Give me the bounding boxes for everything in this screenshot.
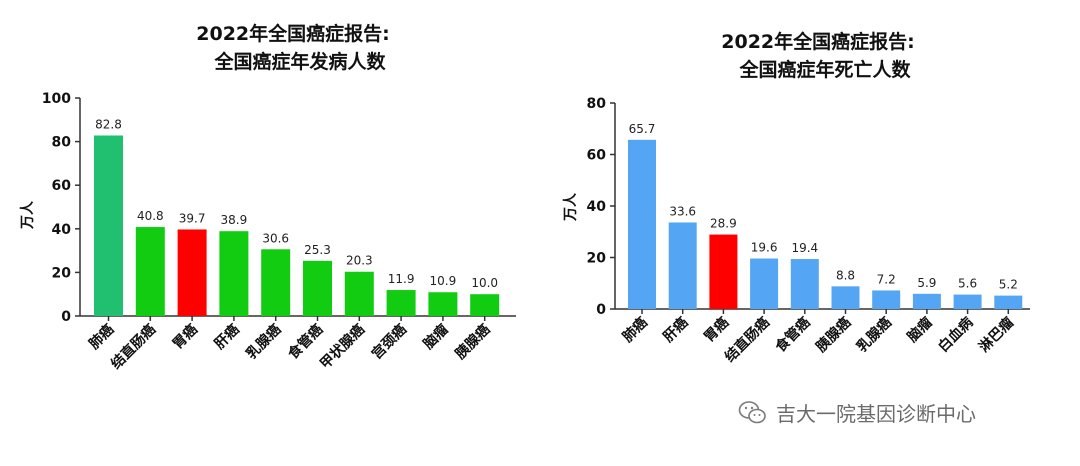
- data-label: 5.2: [999, 278, 1018, 292]
- data-label: 10.0: [471, 276, 498, 290]
- y-tick-label: 80: [587, 96, 607, 112]
- x-tick-label: 肺癌: [86, 321, 118, 353]
- watermark-text: 吉大一院基因诊断中心: [776, 402, 976, 426]
- y-tick-label: 20: [587, 251, 607, 267]
- x-tick-label: 食管癌: [285, 321, 327, 363]
- bar: [303, 260, 332, 316]
- chart-title: 2022年全国癌症报告:: [196, 22, 389, 45]
- bar: [831, 286, 860, 309]
- data-label: 33.6: [669, 204, 696, 218]
- x-tick-label: 淋巴瘤: [975, 314, 1017, 356]
- x-tick-label: 胰腺癌: [452, 321, 494, 363]
- bar: [428, 292, 458, 316]
- x-tick-label: 乳腺癌: [243, 321, 285, 363]
- bar: [668, 222, 697, 309]
- bar: [790, 259, 819, 309]
- wechat-icon: [738, 400, 766, 423]
- bar: [912, 293, 941, 309]
- bar: [994, 295, 1023, 309]
- incidence-chart: 2022年全国癌症报告: 全国癌症年发病人数 万人 0 20 40 60 80 100 82…: [19, 22, 516, 372]
- data-label: 19.4: [791, 241, 818, 255]
- x-tick-label: 胃癌: [700, 314, 732, 346]
- y-axis-label: 万人: [19, 200, 36, 230]
- x-tick-label: 结直肠癌: [108, 321, 160, 373]
- x-tick-label: 胃癌: [169, 321, 201, 353]
- bar: [261, 249, 291, 316]
- y-tick-label: 80: [52, 135, 72, 151]
- x-tick-label: 胰腺癌: [813, 314, 855, 356]
- watermark: 吉大一院基因诊断中心: [738, 398, 976, 427]
- y-tick-label: 40: [587, 199, 607, 215]
- x-tick-label: 肝癌: [211, 321, 243, 353]
- x-tick-label: 脑瘤: [904, 314, 936, 346]
- data-label: 30.6: [262, 231, 289, 245]
- data-label: 39.7: [179, 211, 206, 225]
- y-tick-label: 60: [587, 148, 607, 164]
- data-label: 19.6: [751, 241, 778, 255]
- x-tick-label: 肺癌: [619, 314, 651, 346]
- x-tick-label: 肝癌: [660, 314, 692, 346]
- bar: [750, 258, 779, 309]
- bar: [872, 290, 901, 309]
- x-tick-label: 乳腺癌: [853, 314, 895, 356]
- bar: [344, 271, 374, 316]
- y-tick-label: 0: [596, 302, 606, 318]
- data-label: 65.7: [629, 122, 656, 136]
- data-label: 7.2: [877, 272, 896, 286]
- bar: [709, 234, 738, 309]
- x-tick-label: 结直肠癌: [721, 314, 773, 366]
- chart-title: 2022年全国癌症报告:: [721, 30, 914, 53]
- y-tick-label: 100: [42, 91, 71, 107]
- data-label: 5.6: [958, 277, 977, 291]
- x-tick-label: 白血病: [935, 314, 977, 356]
- data-label: 28.9: [710, 217, 737, 231]
- y-tick-label: 60: [52, 178, 72, 194]
- data-label: 5.9: [917, 276, 936, 290]
- y-tick-label: 0: [61, 309, 71, 325]
- chart-subtitle: 全国癌症年死亡人数: [738, 58, 911, 81]
- y-tick-label: 40: [52, 222, 72, 238]
- bar: [219, 231, 249, 316]
- data-label: 38.9: [221, 213, 248, 227]
- x-tick-label: 脑瘤: [420, 321, 452, 353]
- mortality-chart: 2022年全国癌症报告: 全国癌症年死亡人数 万人 0 20 40 60 80 65.7 肺…: [562, 30, 1030, 365]
- x-tick-label: 食管癌: [772, 314, 814, 356]
- data-label: 82.8: [95, 117, 122, 131]
- data-label: 40.8: [137, 209, 164, 223]
- y-axis-label: 万人: [562, 192, 579, 222]
- bar: [628, 139, 656, 309]
- x-tick-label: 宫颈癌: [368, 321, 410, 363]
- bar: [177, 229, 207, 316]
- bar: [470, 294, 500, 316]
- data-label: 10.9: [430, 274, 457, 288]
- y-tick-label: 20: [52, 265, 72, 281]
- bar: [94, 135, 123, 316]
- bar: [953, 294, 982, 309]
- data-label: 25.3: [304, 243, 331, 257]
- data-label: 8.8: [836, 268, 855, 282]
- bar: [386, 290, 416, 316]
- x-tick-label: 甲状腺癌: [317, 321, 369, 373]
- bar: [135, 227, 165, 316]
- data-label: 20.3: [346, 254, 373, 268]
- chart-subtitle: 全国癌症年发病人数: [213, 50, 386, 73]
- data-label: 11.9: [388, 272, 415, 286]
